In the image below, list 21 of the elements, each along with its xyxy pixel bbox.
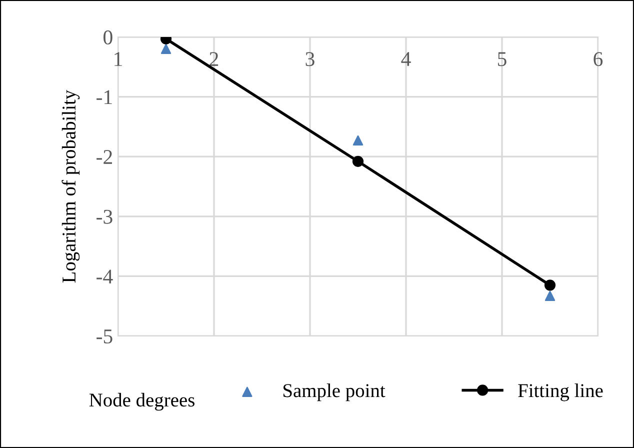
y-tick-label: -5 (96, 330, 112, 344)
y-tick-label: -2 (96, 150, 112, 164)
x-tick-label: 5 (498, 52, 506, 66)
y-tick-label: -4 (96, 270, 113, 284)
y-tick-label: 0 (104, 30, 112, 44)
legend-label: Fitting line (518, 384, 603, 402)
point (160, 44, 172, 54)
x-tick-label: 2 (210, 52, 218, 66)
x-tick-label: 1 (114, 52, 122, 66)
y-tick-label: -3 (96, 210, 112, 224)
x-tick-label: 6 (594, 52, 603, 66)
y-tick-label: -1 (96, 90, 112, 104)
point (544, 290, 556, 302)
point (352, 135, 364, 146)
x-tick-label: 4 (401, 52, 411, 66)
point (544, 280, 556, 291)
point (352, 156, 364, 167)
x-tick-label: 3 (306, 52, 314, 66)
x-axis-title: Node degrees (89, 392, 194, 411)
legend-label: Sample point (283, 384, 386, 402)
y-axis-title: Logarithm of probability (62, 90, 80, 283)
